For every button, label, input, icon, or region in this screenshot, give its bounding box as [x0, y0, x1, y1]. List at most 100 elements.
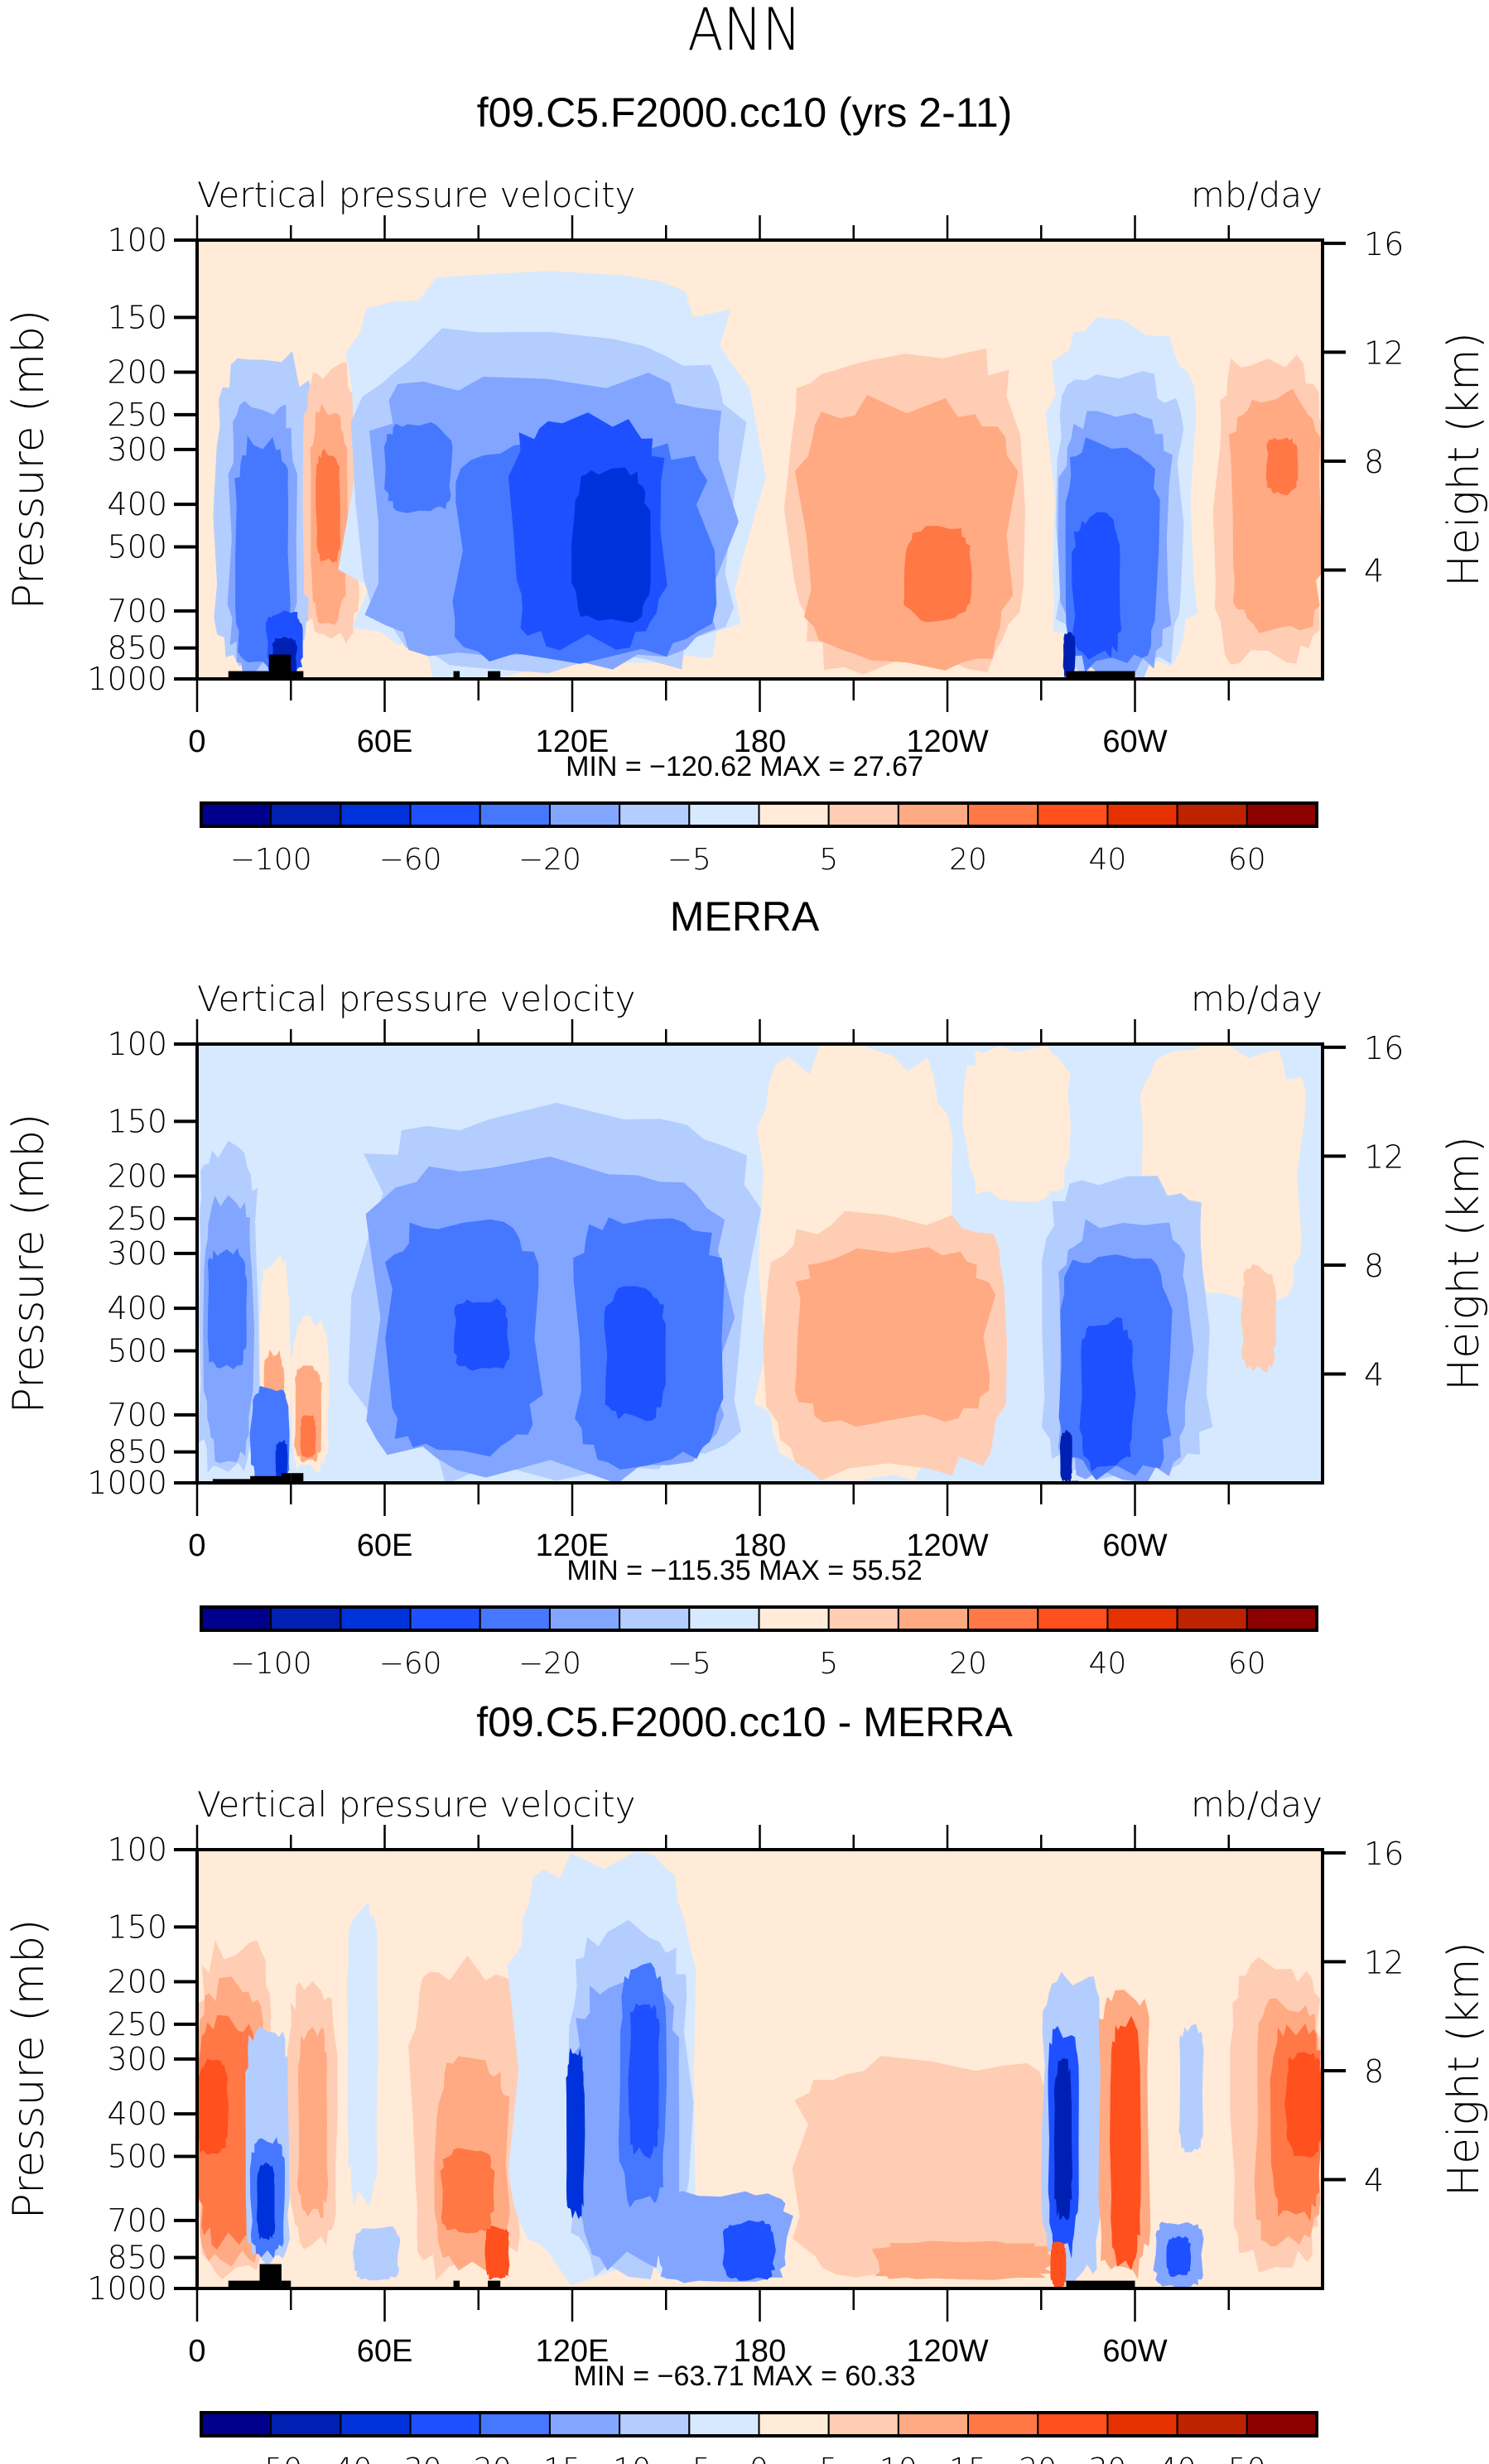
y-tick-label: 200	[107, 1964, 167, 2000]
colorbar: −100 −60 −20 −5 5 20 40 60	[200, 1605, 1318, 1681]
colorbar-box	[340, 2412, 412, 2437]
y-right-axis-title: Height (km)	[1439, 332, 1489, 587]
contour-field	[197, 1850, 1323, 2288]
contour-region	[207, 1248, 248, 1369]
x-tick-label: 60E	[357, 724, 413, 759]
colorbar-box	[688, 1606, 760, 1631]
colorbar-label: −100	[230, 843, 312, 877]
colorbar-label: 40	[1089, 1647, 1127, 1681]
colorbar-label: 15	[949, 2452, 987, 2464]
colorbar-frame	[200, 1605, 1318, 1632]
colorbar-box	[1106, 2412, 1178, 2437]
topography-mask	[212, 1479, 251, 1483]
x-tick-label: 60W	[1102, 1528, 1167, 1563]
topography-mask	[281, 1473, 292, 1483]
contour-region	[1059, 1429, 1072, 1483]
topography-mask	[453, 671, 460, 679]
panel-title: f09.C5.F2000.cc10 (yrs 2-11)	[477, 89, 1013, 136]
contour-region	[1063, 632, 1076, 679]
contour-region	[1053, 2057, 1072, 2221]
colorbar-label: 5	[819, 1647, 838, 1681]
y-tick-label: 1000	[87, 661, 167, 697]
colorbar-label: 40	[1089, 843, 1127, 877]
colorbar-box	[1106, 1606, 1178, 1631]
contour-region	[316, 449, 341, 563]
colorbar-label: −5	[667, 1647, 711, 1681]
panel-2: MERRA Vertical pressure velocity mb/day 0 60…	[4, 893, 1489, 1681]
y-tick-label: 150	[107, 1103, 167, 1139]
contour-region	[872, 2240, 1058, 2280]
colorbar-label: 60	[1228, 843, 1266, 877]
x-tick-label: 0	[188, 724, 205, 759]
colorbar-label: −20	[518, 843, 581, 877]
topography-mask	[488, 2280, 501, 2288]
units-label: mb/day	[1191, 1784, 1323, 1825]
colorbar-box	[340, 1606, 412, 1631]
colorbar-box	[1176, 1606, 1248, 1631]
colorbar-box	[548, 802, 621, 827]
y-tick-label: 250	[107, 397, 167, 433]
contour-region	[1241, 1263, 1276, 1373]
y-right-tick-label: 16	[1364, 1030, 1404, 1066]
colorbar-label: 60	[1228, 1647, 1266, 1681]
contour-field	[197, 1044, 1323, 1483]
panel-3: f09.C5.F2000.cc10 - MERRA Vertical pressu…	[4, 1699, 1489, 2464]
x-tick-label: 60E	[357, 1528, 413, 1563]
y-right-tick-label: 16	[1364, 226, 1404, 262]
colorbar-label: 20	[949, 1647, 987, 1681]
contour-field	[197, 240, 1323, 679]
colorbar-box	[967, 2412, 1039, 2437]
y-right-tick-label: 4	[1364, 552, 1384, 589]
contour-region	[571, 467, 651, 623]
y-tick-label: 100	[107, 1026, 167, 1062]
colorbar-box	[827, 1606, 899, 1631]
y-tick-label: 500	[107, 1332, 167, 1369]
y-axis-title: Pressure (mb)	[4, 1114, 54, 1414]
contour-region	[792, 2056, 1072, 2280]
contour-region	[1265, 437, 1299, 496]
y-tick-label: 400	[107, 1290, 167, 1326]
contour-region	[1178, 2024, 1204, 2153]
colorbar-label: −15	[518, 2452, 581, 2464]
units-label: mb/day	[1191, 979, 1323, 1019]
min-max-stats: MIN = −120.62 MAX = 27.67	[566, 751, 923, 782]
colorbar-box	[688, 2412, 760, 2437]
topography-mask	[268, 654, 292, 679]
colorbar-box	[897, 802, 970, 827]
y-tick-label: 200	[107, 354, 167, 391]
contour-region	[1050, 2240, 1067, 2288]
colorbar-box	[270, 2412, 342, 2437]
colorbar-box	[479, 802, 551, 827]
colorbar-label: 5	[819, 2452, 838, 2464]
colorbar-label: 20	[1019, 2452, 1057, 2464]
y-tick-label: 100	[107, 222, 167, 258]
topography-mask	[1066, 671, 1135, 679]
x-tick-label: 180	[734, 724, 786, 759]
y-tick-label: 500	[107, 2138, 167, 2174]
colorbar-label: −40	[309, 2452, 372, 2464]
colorbar-box	[1246, 802, 1318, 827]
y-tick-label: 250	[107, 1201, 167, 1237]
topography-mask	[1066, 2280, 1135, 2288]
colorbar-label: −5	[667, 843, 711, 877]
y-axis-title: Pressure (mb)	[4, 1919, 54, 2220]
contour-region	[1284, 2052, 1323, 2158]
contour-region	[566, 2048, 585, 2220]
colorbar-box	[270, 1606, 342, 1631]
colorbar-box	[1037, 802, 1109, 827]
colorbar-box	[1037, 2412, 1109, 2437]
colorbar-label: 20	[949, 843, 987, 877]
colorbar: −100 −60 −20 −5 5 20 40 60	[200, 801, 1318, 877]
colorbar-box	[340, 802, 412, 827]
contour-region	[256, 2162, 276, 2240]
colorbar-box	[200, 802, 272, 827]
contour-region	[346, 1901, 378, 2207]
contour-region	[1072, 512, 1122, 660]
colorbar-box	[1176, 802, 1248, 827]
panel-title: MERRA	[670, 893, 820, 940]
contour-region	[794, 395, 1019, 671]
contour-region	[1079, 1316, 1136, 1472]
contour-region	[197, 2059, 229, 2155]
panel-title: f09.C5.F2000.cc10 - MERRA	[476, 1699, 1013, 1745]
